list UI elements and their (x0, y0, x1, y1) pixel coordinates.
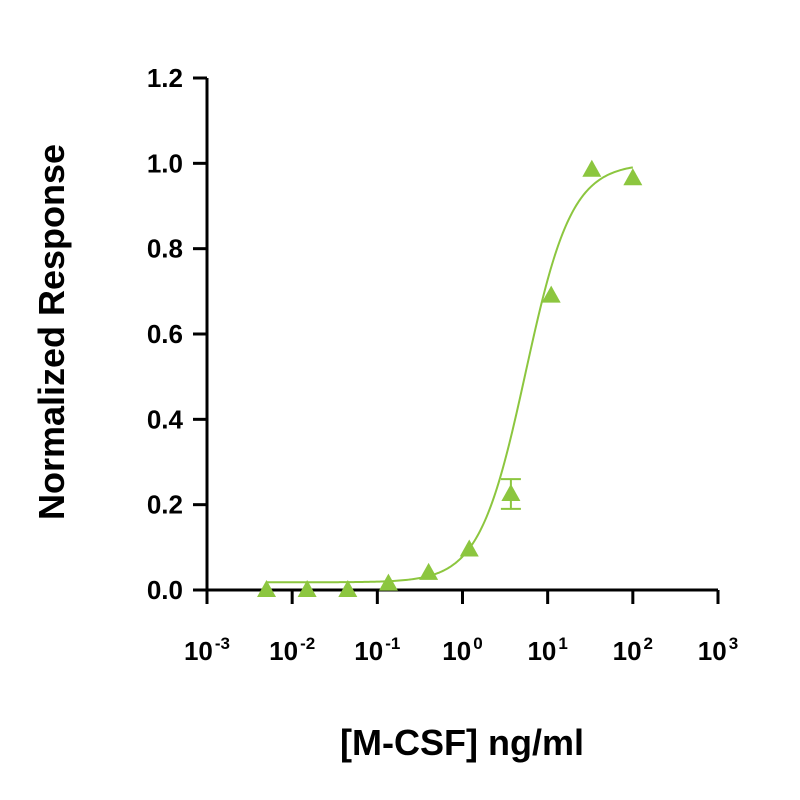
data-point (501, 484, 521, 501)
y-axis-title: Normalized Response (31, 144, 72, 520)
data-point (582, 159, 602, 177)
y-tick-label: 1.2 (147, 63, 183, 93)
y-axis: 0.0 0.2 0.4 0.6 0.8 1.0 1.2 (147, 63, 209, 605)
x-tick-exponent: 0 (473, 634, 482, 653)
y-tick-label: 0.8 (147, 234, 183, 264)
x-axis-title: [M-CSF] ng/ml (340, 722, 584, 763)
x-tick-label: 10 2 (613, 634, 653, 666)
x-axis: 10 -3 10 -2 10 -1 10 0 10 1 10 2 10 3 (184, 588, 738, 666)
fit-curve (266, 166, 634, 584)
x-tick-base: 10 (527, 636, 556, 666)
x-tick-label: 10 -3 (184, 634, 230, 666)
x-tick-base: 10 (354, 636, 383, 666)
x-tick-label: 10 -1 (354, 634, 400, 666)
x-tick-base: 10 (698, 636, 727, 666)
x-tick-exponent: -2 (300, 634, 315, 653)
x-tick-base: 10 (184, 636, 213, 666)
data-point (623, 168, 643, 186)
x-tick-label: 10 -2 (269, 634, 315, 666)
data-point (459, 539, 479, 557)
fit-curve-layer (266, 166, 634, 584)
y-tick-label: 0.0 (147, 575, 183, 605)
x-tick-label: 10 1 (527, 634, 567, 666)
data-point (419, 562, 439, 580)
x-tick-base: 10 (269, 636, 298, 666)
x-tick-base: 10 (442, 636, 471, 666)
data-points-layer (257, 159, 643, 597)
x-tick-label: 10 0 (442, 634, 482, 666)
y-tick-label: 1.0 (147, 148, 183, 178)
data-point (338, 580, 358, 597)
y-tick-label: 0.2 (147, 490, 183, 520)
data-point (378, 573, 398, 591)
y-tick-label: 0.6 (147, 319, 183, 349)
x-tick-base: 10 (613, 636, 642, 666)
x-tick-exponent: 1 (558, 634, 567, 653)
x-tick-exponent: -1 (385, 634, 400, 653)
x-tick-exponent: -3 (215, 634, 230, 653)
x-tick-exponent: 3 (729, 634, 738, 653)
data-point (257, 580, 277, 597)
data-point (297, 580, 317, 597)
x-tick-exponent: 2 (644, 634, 653, 653)
y-tick-label: 0.4 (147, 404, 184, 434)
data-point (541, 285, 561, 303)
x-tick-label: 10 3 (698, 634, 738, 666)
